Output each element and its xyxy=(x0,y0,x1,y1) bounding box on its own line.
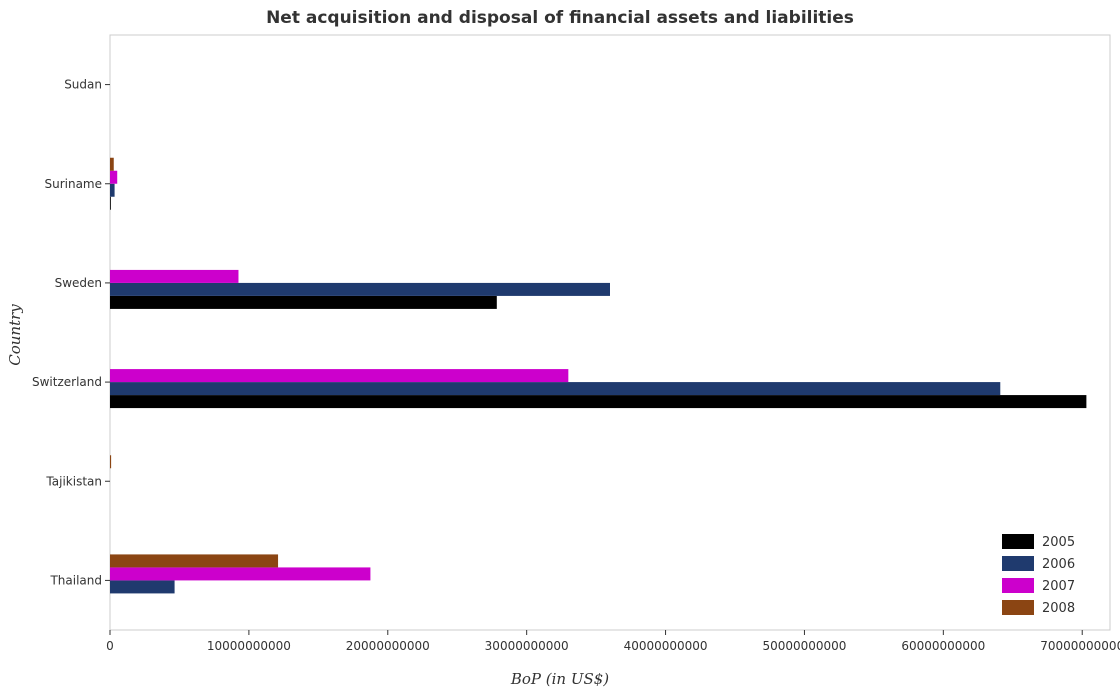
x-tick-label: 20000000000 xyxy=(346,639,430,653)
bar-suriname-2005 xyxy=(110,196,111,210)
y-tick-label: Sudan xyxy=(64,78,102,92)
bar-tajikistan-2008 xyxy=(110,455,112,469)
legend: 2005 2006 2007 2008 xyxy=(1002,534,1075,616)
x-tick-label: 10000000000 xyxy=(207,639,291,653)
bar-thailand-2007 xyxy=(110,567,371,581)
legend-swatch-2006 xyxy=(1002,556,1034,571)
x-tick-label: 30000000000 xyxy=(485,639,569,653)
x-axis-label: BoP (in US$) xyxy=(510,670,609,688)
bar-switzerland-2006 xyxy=(110,382,1001,396)
y-tick-label: Switzerland xyxy=(32,375,102,389)
bar-switzerland-2007 xyxy=(110,369,569,383)
bar-switzerland-2005 xyxy=(110,395,1087,409)
x-tick-label: 0 xyxy=(106,639,114,653)
x-tick-label: 40000000000 xyxy=(624,639,708,653)
x-tick-label: 50000000000 xyxy=(762,639,846,653)
y-tick-label: Suriname xyxy=(44,177,102,191)
y-axis-label: Country xyxy=(6,304,24,366)
bars-group xyxy=(110,157,1087,594)
bar-thailand-2006 xyxy=(110,580,175,594)
bar-suriname-2007 xyxy=(110,170,118,184)
bar-sweden-2007 xyxy=(110,269,239,283)
plot-area xyxy=(109,34,1111,631)
legend-label-2007: 2007 xyxy=(1042,579,1075,594)
bar-sweden-2006 xyxy=(110,282,610,296)
y-axis: Sudan Suriname Sweden Switzerland Tajikistan… xyxy=(32,78,110,587)
legend-swatch-2007 xyxy=(1002,578,1034,593)
y-tick-label: Tajikistan xyxy=(45,474,102,488)
bar-sweden-2005 xyxy=(110,295,497,309)
legend-swatch-2008 xyxy=(1002,600,1034,615)
chart-title: Net acquisition and disposal of financia… xyxy=(266,8,854,28)
bar-thailand-2008 xyxy=(110,554,279,568)
legend-label-2008: 2008 xyxy=(1042,601,1075,616)
y-tick-label: Sweden xyxy=(55,276,102,290)
y-tick-label: Thailand xyxy=(49,573,102,587)
x-tick-label: 70000000000 xyxy=(1040,639,1120,653)
legend-swatch-2005 xyxy=(1002,534,1034,549)
legend-label-2006: 2006 xyxy=(1042,557,1075,572)
x-axis: 0 10000000000 20000000000 30000000000 400000… xyxy=(106,630,1120,653)
legend-label-2005: 2005 xyxy=(1042,535,1075,550)
x-tick-label: 60000000000 xyxy=(901,639,985,653)
bar-suriname-2008 xyxy=(110,157,114,171)
bar-suriname-2006 xyxy=(110,183,115,197)
